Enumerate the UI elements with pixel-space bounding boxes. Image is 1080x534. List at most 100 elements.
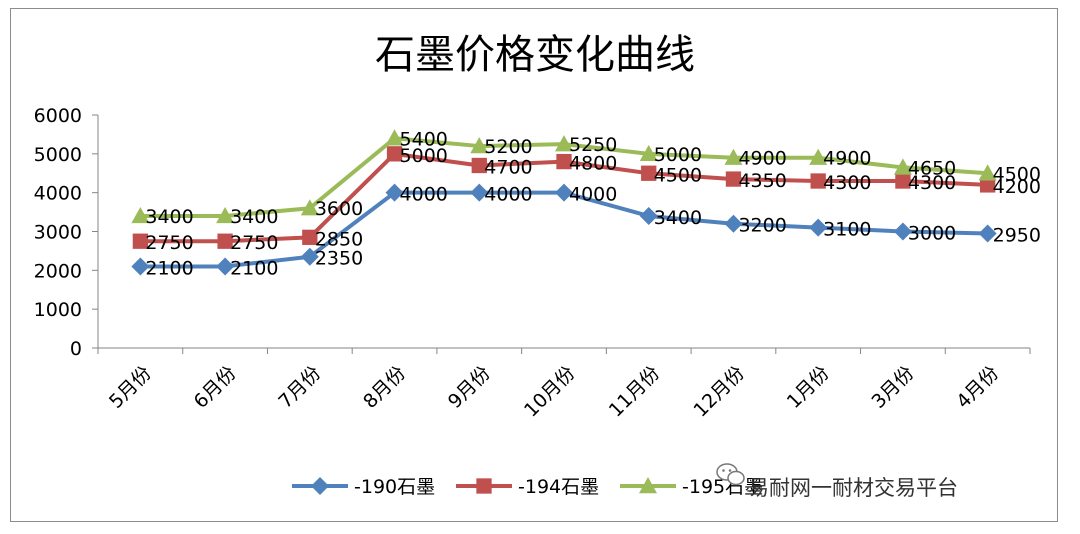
x-tick-label: 7月份 — [274, 362, 325, 413]
data-label: 5250 — [569, 134, 617, 156]
data-label: 3200 — [738, 215, 786, 237]
data-label: 3100 — [823, 219, 871, 241]
chart-title: 石墨价格变化曲线 — [375, 32, 695, 78]
data-point — [131, 206, 150, 224]
watermark-text: 易耐网一耐材交易平台 — [748, 476, 958, 500]
series-1: 2100 2100 2350 4000 4000 4000 3400 3200 3100 3000… — [131, 183, 1041, 279]
y-axis: 0 1000 2000 3000 4000 5000 6000 — [34, 105, 99, 360]
data-label: 2750 — [230, 232, 278, 254]
data-point — [893, 158, 912, 175]
data-label: 4350 — [738, 170, 786, 192]
legend-swatch-marker — [476, 478, 492, 494]
series-layer: 2100 2100 2350 4000 4000 4000 3400 3200 3100 3000… — [131, 128, 1041, 279]
x-tick-label: 11月份 — [605, 362, 665, 422]
data-point — [386, 146, 403, 162]
data-point — [300, 247, 319, 266]
data-point — [555, 183, 573, 202]
data-label: 4500 — [654, 164, 702, 186]
x-tick-label: 5月份 — [105, 362, 156, 413]
legend-label: -194石墨 — [518, 476, 599, 498]
data-point — [893, 222, 912, 241]
data-point — [132, 233, 149, 249]
data-label: 4700 — [484, 156, 532, 178]
data-label: 4900 — [738, 148, 786, 170]
data-point — [385, 183, 404, 202]
y-tick-label: 6000 — [34, 105, 82, 127]
data-label: 2100 — [230, 257, 278, 279]
data-point — [216, 206, 235, 224]
y-tick-label: 3000 — [34, 222, 82, 244]
data-label: 5000 — [654, 144, 702, 166]
data-point — [385, 129, 404, 146]
data-point — [131, 257, 150, 276]
data-label: 4800 — [569, 153, 617, 175]
legend-swatch-marker — [311, 477, 329, 495]
data-label: 3400 — [145, 206, 193, 228]
x-tick-label: 3月份 — [867, 362, 918, 413]
x-tick-label: 12月份 — [689, 362, 749, 422]
y-tick-label: 4000 — [34, 183, 82, 205]
series-2: 2750 2750 2850 5000 4700 4800 4500 4350 4300 4300… — [132, 145, 1041, 254]
watermark: 易耐网一耐材交易平台 — [716, 463, 958, 500]
x-tick-label: 1月份 — [783, 362, 834, 413]
data-label: 4900 — [823, 148, 871, 170]
data-label: 4000 — [400, 184, 448, 206]
data-point — [639, 206, 658, 225]
data-point — [302, 229, 318, 245]
x-tick-label: 6月份 — [190, 362, 241, 413]
data-label: 4000 — [484, 184, 532, 206]
data-label: 4000 — [569, 184, 617, 206]
data-point — [470, 183, 489, 202]
data-label: 5200 — [484, 136, 532, 158]
data-point — [217, 233, 233, 249]
data-label: 5400 — [400, 128, 448, 150]
data-label: 4200 — [993, 176, 1041, 198]
legend-item-1: -190石墨 — [292, 476, 435, 498]
data-label: 3400 — [230, 206, 278, 228]
x-tick-label: 9月份 — [444, 362, 495, 413]
data-point — [979, 177, 996, 193]
data-point — [810, 173, 826, 189]
y-tick-label: 2000 — [34, 260, 82, 282]
data-label: 4650 — [908, 157, 956, 179]
series-3: 3400 3400 3600 5400 5200 5250 5000 4900 4900 4650… — [131, 128, 1041, 228]
data-point — [471, 157, 487, 174]
data-label: 5000 — [400, 145, 448, 167]
data-label: 3000 — [908, 223, 956, 245]
data-point — [978, 224, 997, 243]
x-tick-label: 8月份 — [359, 362, 410, 413]
data-label: 4500 — [993, 163, 1041, 185]
data-point — [639, 144, 658, 162]
data-label: 3600 — [315, 198, 363, 220]
wechat-icon — [716, 463, 745, 486]
data-label: 2850 — [315, 228, 363, 250]
data-point — [555, 135, 573, 152]
data-point — [556, 153, 572, 170]
legend-swatch-marker — [639, 477, 657, 494]
data-point — [725, 171, 742, 187]
data-point — [809, 148, 828, 165]
data-point — [978, 164, 997, 181]
data-label: 2350 — [315, 248, 363, 270]
legend: -190石墨 -194石墨 -195石墨 — [292, 476, 763, 498]
data-point — [809, 218, 828, 237]
data-label: 3400 — [654, 207, 702, 229]
y-tick-label: 5000 — [34, 144, 82, 166]
data-point — [641, 165, 657, 181]
data-label: 4300 — [908, 172, 956, 194]
data-label: 4300 — [823, 172, 871, 194]
data-point — [895, 173, 911, 189]
y-tick-label: 1000 — [34, 299, 82, 321]
data-point — [724, 148, 743, 165]
x-tick-label: 10月份 — [520, 362, 580, 422]
x-tick-label: 4月份 — [952, 362, 1003, 413]
legend-label: -190石墨 — [354, 476, 435, 498]
legend-item-2: -194石墨 — [456, 476, 599, 498]
data-point — [300, 199, 319, 216]
data-point — [470, 137, 489, 154]
y-tick-label: 0 — [70, 338, 82, 360]
x-axis: 5月份 6月份 7月份 8月份 9月份 10月份 11月份 12月份 1月份 3月份 4月份 — [97, 347, 1031, 422]
data-label: 2950 — [993, 224, 1041, 246]
data-point — [724, 214, 743, 233]
